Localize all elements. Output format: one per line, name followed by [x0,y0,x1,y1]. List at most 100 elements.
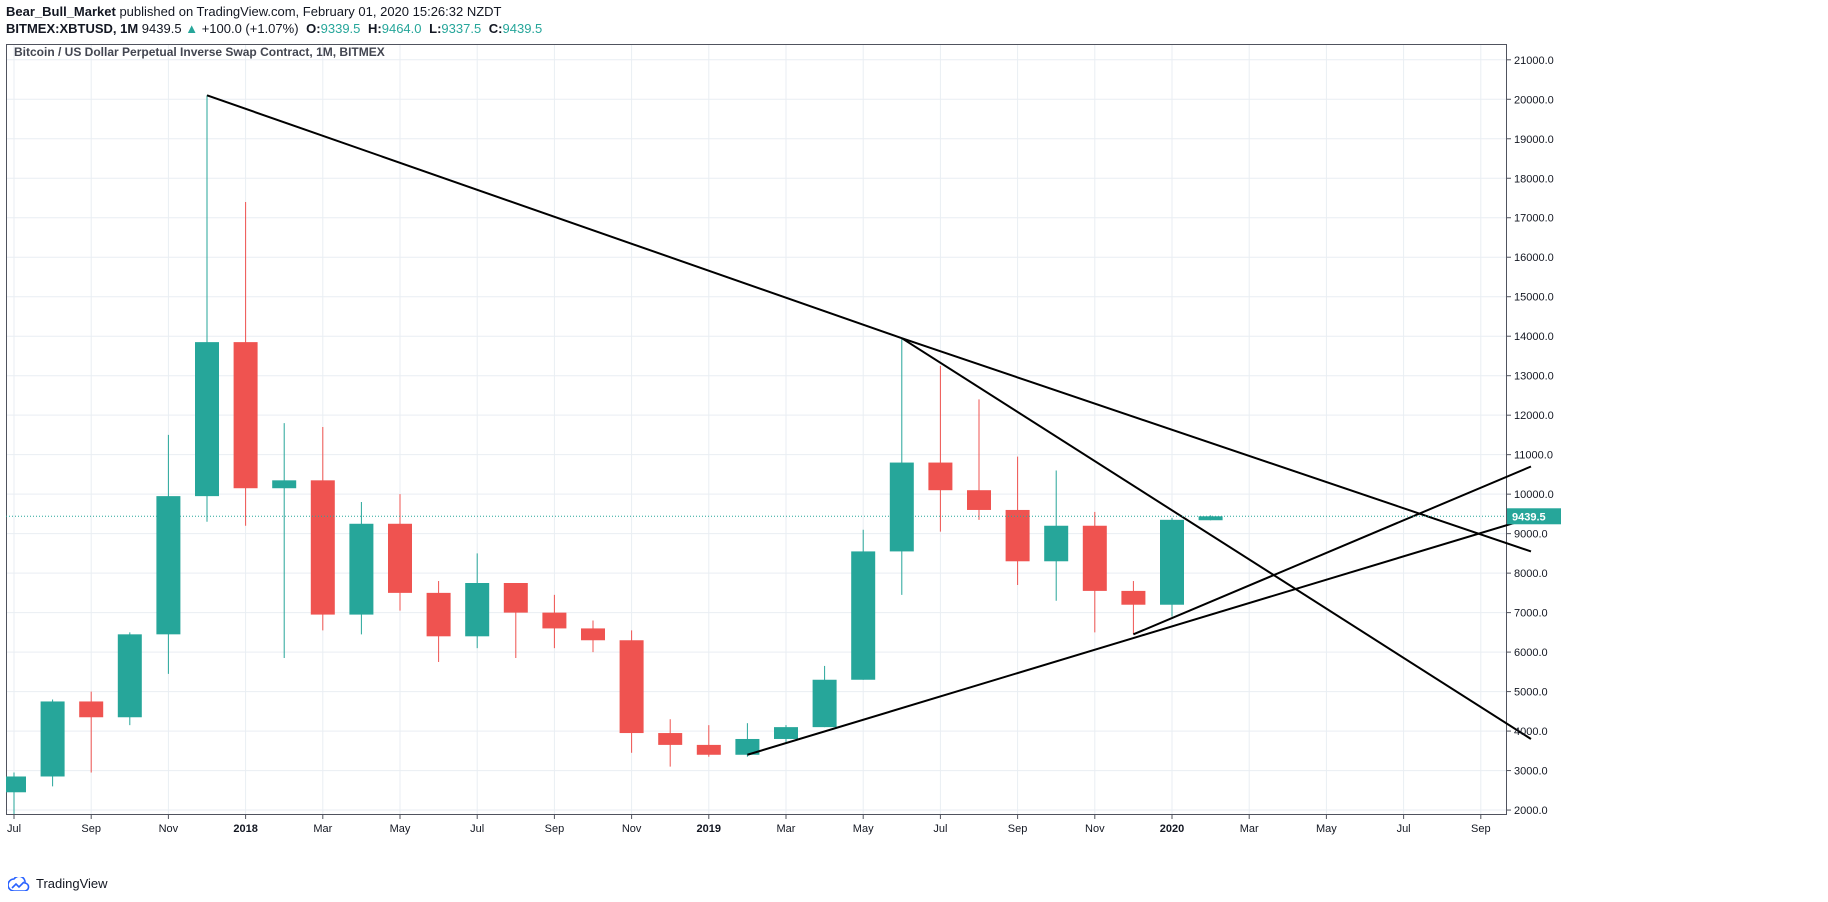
y-tick-label: 18000.0 [1514,173,1554,185]
candle [812,665,837,728]
x-tick-label: Jul [933,823,947,835]
last-price-label: 9439.5 [1512,511,1546,523]
time-axis[interactable]: Jul Sep Nov 2018 Mar May Jul Sep Nov 2019 Mar May Ju… [7,814,1491,835]
candle-body [233,342,258,489]
y-tick-label: 8000.0 [1514,568,1548,580]
candle [889,338,914,595]
candle [851,529,876,680]
candle-body [812,679,837,728]
high-value: 9464.0 [381,21,422,36]
x-tick-label: Sep [1008,823,1028,835]
candle [195,95,219,522]
x-tick-label: May [853,823,874,835]
x-tick-label: May [1316,823,1337,835]
footer: TradingView [8,876,108,891]
candle-body [1044,525,1069,562]
x-tick-label: Jul [470,823,484,835]
candle-body [117,634,142,718]
x-tick-label: Nov [622,823,642,835]
x-tick-label: Sep [81,823,101,835]
x-tick-label: Mar [1240,823,1259,835]
candle [619,630,644,753]
published-text: published on TradingView.com, February 0… [119,4,502,19]
y-tick-label: 19000.0 [1514,134,1554,146]
candle [1005,456,1030,585]
x-tick-label: Sep [1471,823,1491,835]
author-name[interactable]: Bear_Bull_Market [6,4,116,19]
candle-body [658,733,683,745]
open-value: 9339.5 [320,21,361,36]
y-tick-label: 6000.0 [1514,647,1548,659]
price-axis[interactable]: 2000.0 3000.0 4000.0 5000.0 6000.0 7000.0 8000… [1506,55,1554,817]
footer-brand[interactable]: TradingView [36,876,108,891]
trendline [901,337,1532,553]
y-tick-label: 3000.0 [1514,766,1548,778]
publish-info: Bear_Bull_Market published on TradingVie… [6,4,502,20]
y-tick-label: 15000.0 [1514,292,1554,304]
x-tick-label: Jul [1397,823,1411,835]
candle [117,632,142,726]
candle-body [1160,519,1184,605]
y-tick-label: 13000.0 [1514,371,1554,383]
open-label: O: [306,21,321,36]
trendline [747,516,1532,756]
x-tick-label: 2019 [697,823,721,835]
y-tick-label: 5000.0 [1514,687,1548,699]
candle [774,725,798,743]
candle [967,399,991,520]
candle-body [851,551,876,680]
last-price-marker: 9439.5 [6,508,1561,525]
candle-body [581,628,605,641]
candle [928,365,953,532]
candle-body [696,744,721,755]
candle [1121,581,1146,635]
candle-body [1198,516,1223,521]
candle [1160,517,1184,617]
x-tick-label: Nov [159,823,179,835]
y-tick-label: 11000.0 [1514,450,1553,462]
candlestick-chart[interactable]: Bitcoin / US Dollar Perpetual Inverse Sw… [6,44,1824,864]
high-label: H: [368,21,382,36]
trendline [206,94,903,340]
candle-body [195,342,219,497]
candle-body [1082,525,1107,591]
chart-title: Bitcoin / US Dollar Perpetual Inverse Sw… [14,45,385,59]
low-value: 9337.5 [441,21,482,36]
candle-body [542,612,567,629]
x-tick-label: Nov [1085,823,1105,835]
candle [542,594,567,649]
close-label: C: [488,21,503,36]
candle-body [79,701,104,718]
y-tick-label: 2000.0 [1514,805,1548,817]
x-tick-label: 2018 [233,823,257,835]
trendlines[interactable] [206,94,1532,756]
change-value: +100.0 (+1.07%) [201,21,299,36]
candle-body [310,480,335,615]
y-tick-label: 14000.0 [1514,331,1554,343]
candle-body [426,592,451,637]
candle [426,581,451,662]
trendline [901,337,1532,740]
y-tick-label: 12000.0 [1514,410,1554,422]
close-value: 9439.5 [502,21,543,36]
candle-body [889,462,914,552]
chart-area[interactable]: Bitcoin / US Dollar Perpetual Inverse Sw… [6,44,1824,864]
x-tick-label: Mar [777,823,796,835]
candle-body [619,640,644,734]
grid [6,44,1506,814]
candles [6,95,1223,814]
candle-body [272,480,297,489]
plot-border [6,44,1507,815]
candle-body [1005,509,1030,562]
candle [349,502,374,635]
tradingview-logo-icon[interactable] [8,876,30,891]
candle-body [928,462,953,491]
candle [658,719,683,767]
x-tick-label: Jul [7,823,21,835]
y-tick-label: 16000.0 [1514,252,1554,264]
y-tick-label: 4000.0 [1514,726,1548,738]
y-tick-label: 9000.0 [1514,529,1548,541]
candle-body [503,583,528,613]
candle [388,494,412,611]
candle-body [774,727,798,739]
